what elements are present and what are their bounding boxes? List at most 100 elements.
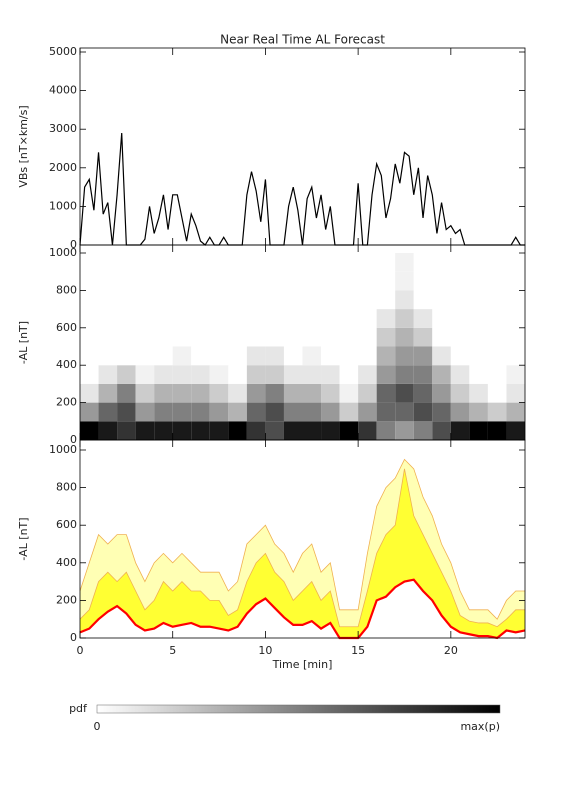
pdf-cell [469, 253, 488, 272]
pdf-cell [376, 309, 396, 328]
pdf-cell [265, 383, 284, 403]
pdf-cell [80, 421, 99, 440]
pdf-cell [265, 365, 284, 384]
pdf-cell [98, 402, 118, 422]
pdf-cell [283, 327, 303, 347]
pdf-cell [469, 290, 488, 310]
colorbar-max: max(p) [460, 720, 500, 733]
pdf-cell [395, 309, 414, 328]
pdf-cell [117, 421, 136, 440]
pdf-cell [191, 309, 210, 328]
y-tick-label: 0 [70, 433, 77, 446]
pdf-cell [283, 346, 303, 366]
pdf-cell [358, 327, 377, 347]
pdf-cell [302, 383, 322, 403]
pdf-cell [154, 327, 173, 347]
pdf-cell [302, 346, 322, 366]
y-tick-label: 1000 [49, 199, 77, 212]
pdf-cell [209, 309, 229, 328]
pdf-cell [228, 365, 247, 384]
pdf-cell [80, 327, 99, 347]
pdf-cell [413, 365, 433, 384]
pdf-cell [209, 327, 229, 347]
pdf-cell [191, 271, 210, 291]
pdf-cell [209, 421, 229, 440]
pdf-cell [265, 402, 284, 422]
pdf-cell [80, 271, 99, 291]
pdf-cell [172, 327, 192, 347]
pdf-cell [413, 421, 433, 440]
pdf-cell [154, 383, 173, 403]
pdf-cell [395, 421, 414, 440]
pdf-cell [302, 290, 322, 310]
pdf-cell [283, 402, 303, 422]
pdf-cell [506, 271, 525, 291]
pdf-cell [506, 402, 525, 422]
y-tick-label: 1000 [49, 443, 77, 456]
pdf-cell [246, 402, 266, 422]
pdf-cell [469, 402, 488, 422]
pdf-cell [506, 309, 525, 328]
pdf-cell [376, 383, 396, 403]
pdf-cell [154, 253, 173, 272]
pdf-cell [339, 309, 359, 328]
colorbar-label: pdf [69, 702, 88, 715]
pdf-cell [450, 402, 470, 422]
band-line [79, 468, 525, 628]
pdf-cell [358, 290, 377, 310]
y-axis-label: VBs [nT×km/s] [17, 105, 30, 187]
pdf-cell [209, 346, 229, 366]
pdf-cell [395, 327, 414, 347]
pdf-cell [302, 253, 322, 272]
pdf-cell [358, 253, 377, 272]
pdf-cell [228, 327, 247, 347]
pdf-cell [395, 253, 414, 272]
pdf-cell [432, 309, 451, 328]
x-axis-label: Time [min] [272, 658, 333, 671]
y-tick-label: 4000 [49, 84, 77, 97]
pdf-cell [321, 365, 340, 384]
pdf-cell [339, 421, 359, 440]
pdf-cell [172, 383, 192, 403]
pdf-cell [228, 383, 247, 403]
pdf-cell [117, 290, 136, 310]
pdf-cell [283, 421, 303, 440]
pdf-cell [135, 271, 155, 291]
pdf-cell [228, 402, 247, 422]
pdf-cell [432, 421, 451, 440]
pdf-cell [358, 271, 377, 291]
pdf-cell [117, 346, 136, 366]
pdf-cell [395, 290, 414, 310]
pdf-cell [283, 290, 303, 310]
pdf-cell [98, 346, 118, 366]
pdf-cell [469, 383, 488, 403]
pdf-cell [395, 402, 414, 422]
pdf-cell [98, 271, 118, 291]
y-tick-label: 800 [56, 481, 77, 494]
pdf-cell [135, 253, 155, 272]
panel-frame [79, 47, 526, 246]
pdf-cell [117, 253, 136, 272]
pdf-cell [98, 421, 118, 440]
pdf-cell [321, 327, 340, 347]
panel-frame [79, 439, 526, 639]
pdf-cell [376, 271, 396, 291]
colorbar [96, 704, 501, 714]
pdf-cell [339, 383, 359, 403]
pdf-cell [172, 365, 192, 384]
pdf-cell [339, 346, 359, 366]
pdf-cell [376, 402, 396, 422]
pdf-cell [506, 346, 525, 366]
pdf-cell [154, 402, 173, 422]
pdf-cell [228, 271, 247, 291]
pdf-cell [98, 309, 118, 328]
band-line [79, 458, 525, 620]
pdf-cell [265, 421, 284, 440]
pdf-cell [376, 346, 396, 366]
pdf-cell [339, 290, 359, 310]
pdf-cell [283, 383, 303, 403]
pdf-cell [302, 327, 322, 347]
pdf-cell [191, 327, 210, 347]
